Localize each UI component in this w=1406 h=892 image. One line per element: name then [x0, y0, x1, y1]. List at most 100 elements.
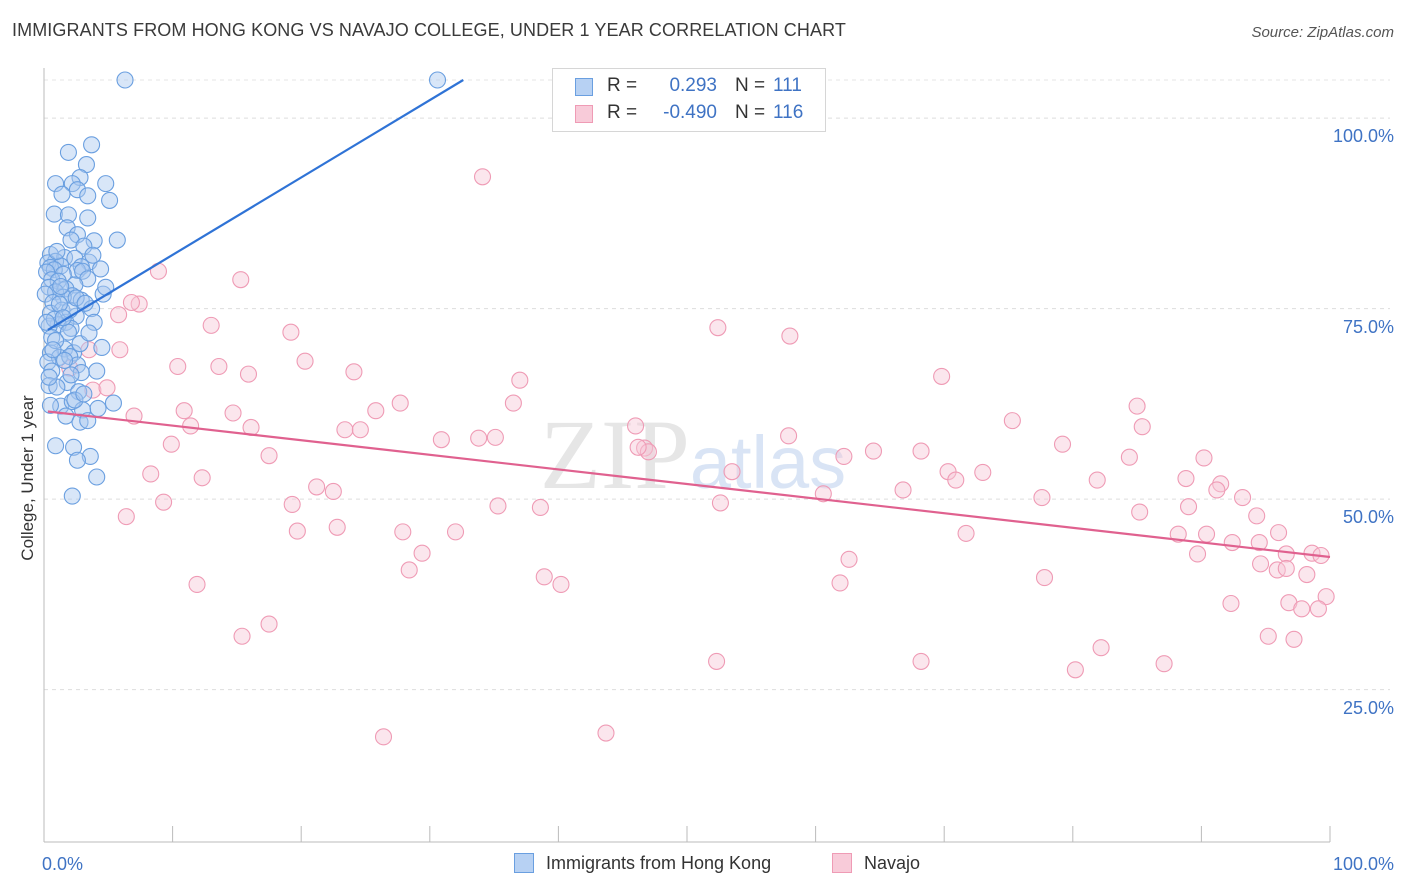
hong-kong-point — [84, 246, 102, 264]
hong-kong-point — [88, 362, 106, 380]
hong-kong-point — [38, 313, 56, 331]
navajo-point — [336, 421, 354, 439]
navajo-point — [1208, 481, 1226, 499]
hong-kong-point — [83, 136, 101, 154]
navajo-point — [1169, 525, 1187, 543]
navajo-point — [912, 652, 930, 670]
legend-swatch-hong-kong — [514, 853, 534, 873]
navajo-point — [1003, 412, 1021, 430]
legend-item-hong-kong[interactable]: Immigrants from Hong Kong — [514, 852, 814, 876]
legend-item-navajo[interactable]: Navajo — [832, 852, 952, 876]
navajo-point — [711, 494, 729, 512]
hong-kong-point — [428, 71, 447, 89]
y-tick-label: 50.0% — [1342, 507, 1394, 528]
navajo-point — [1179, 498, 1198, 516]
navajo-point — [1066, 661, 1084, 679]
navajo-point — [1053, 435, 1072, 453]
stats-swatch-navajo — [575, 105, 593, 123]
navajo-point — [1317, 588, 1335, 606]
navajo-points — [61, 168, 1335, 746]
navajo-point — [535, 568, 553, 586]
hong-kong-point — [44, 341, 62, 359]
hong-kong-point — [92, 260, 110, 278]
hong-kong-point — [59, 143, 77, 161]
y-tick-label: 75.0% — [1342, 316, 1394, 337]
navajo-point — [224, 404, 242, 422]
navajo-point — [473, 168, 492, 186]
navajo-point — [328, 518, 346, 536]
stats-n-value: 116 — [773, 102, 804, 123]
navajo-point — [260, 447, 278, 465]
navajo-point — [947, 471, 965, 489]
legend-label-navajo: Navajo — [864, 853, 921, 873]
hong-kong-point — [56, 351, 74, 369]
hong-kong-point — [48, 242, 66, 260]
navajo-point — [629, 438, 647, 456]
navajo-point — [142, 465, 160, 483]
navajo-point — [1293, 600, 1311, 618]
navajo-point — [1250, 533, 1268, 552]
navajo-point — [489, 497, 507, 515]
trend-lines — [47, 79, 1331, 559]
hong-kong-point — [62, 366, 80, 384]
navajo-point — [835, 447, 853, 465]
chart-title: IMMIGRANTS FROM HONG KONG VS NAVAJO COLL… — [12, 20, 846, 40]
navajo-point — [1222, 594, 1240, 613]
navajo-point — [1195, 449, 1213, 467]
navajo-point — [210, 357, 228, 376]
navajo-point — [597, 724, 615, 742]
hong-kong-point — [40, 368, 58, 386]
navajo-point — [232, 271, 250, 289]
hong-kong-point — [101, 191, 119, 209]
hong-kong-point — [39, 254, 57, 272]
navajo-point — [117, 508, 135, 526]
navajo-point — [155, 493, 173, 511]
navajo-point — [864, 442, 883, 460]
navajo-point — [188, 575, 206, 593]
navajo-point — [394, 523, 412, 541]
navajo-point — [780, 427, 798, 445]
navajo-point — [1248, 507, 1266, 525]
navajo-point — [324, 482, 342, 501]
navajo-point — [1197, 525, 1216, 543]
hong-kong-point — [85, 232, 103, 250]
navajo-point — [1131, 503, 1149, 521]
hong-kong-point — [63, 487, 81, 505]
navajo-point — [1155, 655, 1173, 673]
hong-kong-point — [57, 407, 75, 425]
hong-kong-point — [81, 447, 99, 465]
navajo-point — [1120, 448, 1138, 466]
navajo-point — [1128, 397, 1146, 415]
axes — [43, 68, 1331, 843]
hong-kong-point — [108, 231, 126, 249]
navajo-point — [531, 498, 549, 517]
x-tick-left: 0.0% — [42, 854, 84, 874]
navajo-point — [709, 319, 727, 337]
hong-kong-point — [93, 338, 111, 357]
legend-swatch-navajo — [832, 853, 852, 873]
navajo-point — [1298, 565, 1316, 584]
navajo-point — [98, 379, 116, 397]
hong-kong-point — [54, 309, 72, 327]
navajo-point — [504, 394, 522, 412]
chart-source: Source: ZipAtlas.com — [1251, 24, 1394, 41]
navajo-point — [374, 728, 393, 746]
hong-kong-point — [75, 237, 93, 255]
hong-kong-point — [53, 185, 71, 203]
stats-n-value: 111 — [773, 75, 802, 96]
hong-kong-point — [68, 451, 86, 469]
navajo-point — [239, 365, 258, 383]
navajo-point — [552, 575, 570, 593]
stats-r-label: R = — [607, 75, 638, 96]
hong-kong-point — [45, 205, 63, 223]
hong-kong-point — [66, 391, 84, 409]
navajo-point — [169, 357, 187, 376]
navajo-point — [367, 402, 385, 420]
stats-row-navajo: R = -0.490 N = 116 — [553, 101, 825, 127]
navajo-point — [391, 394, 409, 412]
navajo-point — [639, 443, 657, 461]
navajo-point — [957, 524, 975, 542]
navajo-point — [175, 402, 193, 420]
navajo-point — [111, 341, 129, 359]
hong-kong-point — [52, 277, 70, 296]
